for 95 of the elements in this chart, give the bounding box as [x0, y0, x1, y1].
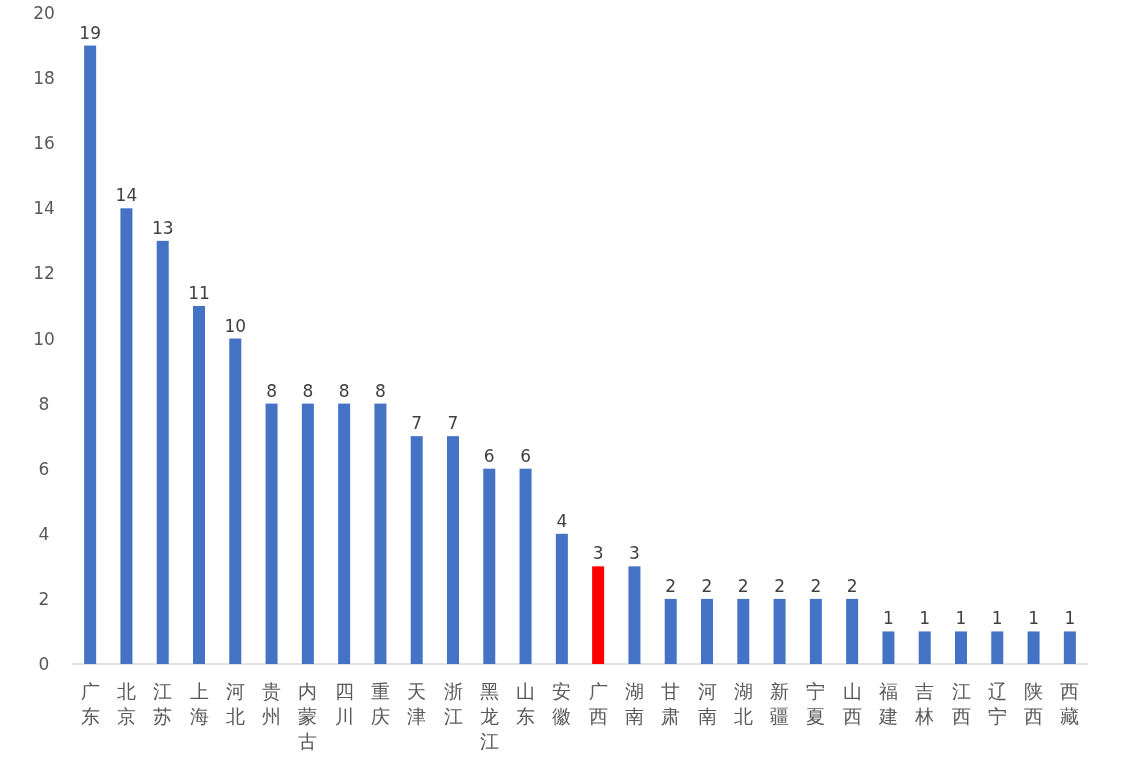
x-tick-label: 贵州 — [262, 680, 282, 727]
y-tick-label: 4 — [38, 523, 50, 544]
x-tick-label: 浙江 — [443, 680, 463, 727]
data-label: 3 — [629, 543, 640, 564]
y-tick-label: 10 — [33, 328, 55, 349]
data-label: 1 — [955, 608, 967, 629]
x-tick-label: 山东 — [516, 680, 536, 727]
bar — [483, 468, 496, 664]
y-tick-label: 6 — [38, 458, 50, 479]
bar — [519, 468, 532, 664]
data-label: 1 — [919, 608, 931, 629]
data-label: 2 — [846, 575, 858, 596]
bar — [592, 566, 605, 664]
bar — [555, 533, 568, 664]
x-tick-label: 江西 — [951, 680, 971, 727]
data-label: 7 — [447, 413, 459, 434]
x-tick-label: 河北 — [225, 680, 245, 727]
bar — [809, 598, 822, 664]
y-tick-label: 12 — [33, 263, 55, 284]
bar — [156, 240, 169, 664]
x-tick-label: 湖北 — [733, 680, 753, 727]
data-label: 2 — [774, 575, 785, 596]
x-tick-label: 陕西 — [1024, 680, 1044, 727]
data-label: 6 — [520, 445, 531, 466]
x-tick-label: 上海 — [189, 680, 209, 727]
bar — [882, 631, 895, 664]
bar — [84, 45, 97, 664]
data-label: 4 — [556, 510, 568, 531]
data-label: 8 — [375, 380, 386, 401]
x-tick-label: 天津 — [407, 680, 427, 727]
x-tick-label: 西藏 — [1060, 680, 1080, 727]
x-tick-label: 福建 — [877, 680, 898, 727]
x-tick-label: 广西 — [588, 680, 608, 727]
bar — [664, 598, 677, 664]
x-tick-label: 广东 — [80, 680, 100, 727]
data-label: 11 — [188, 282, 210, 303]
data-label: 19 — [79, 22, 101, 43]
bar — [1027, 631, 1040, 664]
data-label: 1 — [991, 608, 1003, 629]
x-tick-label: 北京 — [116, 680, 136, 727]
bar — [1063, 631, 1076, 664]
x-tick-label: 黑龙江 — [479, 680, 499, 752]
x-tick-label: 甘肃 — [661, 680, 681, 727]
bar — [737, 598, 750, 664]
data-label: 14 — [115, 185, 138, 206]
bar — [338, 403, 351, 664]
bar — [918, 631, 931, 664]
data-label: 1 — [1064, 608, 1076, 629]
x-tick-label: 内蒙古 — [298, 680, 318, 752]
x-tick-label: 河南 — [697, 680, 717, 727]
y-tick-label: 8 — [38, 393, 50, 414]
data-label: 13 — [151, 217, 174, 238]
y-tick-label: 16 — [33, 133, 55, 154]
x-tick-label: 新疆 — [770, 680, 790, 727]
data-label: 10 — [224, 315, 247, 336]
bar — [120, 208, 133, 664]
bar — [955, 631, 967, 664]
data-label: 3 — [592, 543, 604, 564]
data-label: 7 — [411, 413, 423, 434]
bar — [301, 403, 314, 664]
bar — [374, 403, 387, 664]
x-tick-label: 宁夏 — [806, 680, 826, 727]
x-tick-label: 重庆 — [370, 680, 390, 727]
data-label: 6 — [483, 445, 495, 466]
data-label: 2 — [810, 575, 822, 596]
x-tick-label: 安徽 — [552, 680, 572, 727]
bar — [229, 338, 242, 664]
data-label: 2 — [737, 575, 749, 596]
bar — [846, 598, 859, 664]
y-tick-label: 20 — [33, 3, 55, 23]
y-tick-label: 2 — [38, 588, 50, 609]
x-tick-label: 湖南 — [624, 680, 644, 727]
bar — [773, 598, 786, 664]
data-label: 8 — [266, 380, 277, 401]
data-label: 8 — [302, 380, 314, 401]
bar — [265, 403, 278, 664]
x-tick-label: 辽宁 — [987, 680, 1007, 727]
bar — [628, 566, 641, 664]
data-label: 2 — [701, 575, 713, 596]
x-tick-label: 江苏 — [153, 680, 173, 727]
data-label: 1 — [883, 608, 894, 629]
y-tick-label: 14 — [33, 198, 55, 219]
bar — [701, 598, 713, 664]
bar — [410, 436, 423, 664]
x-tick-label: 四川 — [334, 680, 354, 727]
x-tick-label: 吉林 — [914, 680, 935, 727]
data-label: 1 — [1028, 608, 1039, 629]
y-tick-label: 0 — [38, 654, 50, 674]
bar — [991, 631, 1004, 664]
bar — [447, 436, 459, 664]
data-label: 8 — [338, 380, 350, 401]
bar — [193, 305, 205, 664]
x-tick-label: 山西 — [842, 680, 862, 727]
y-tick-label: 18 — [33, 68, 55, 89]
data-label: 2 — [665, 575, 677, 596]
